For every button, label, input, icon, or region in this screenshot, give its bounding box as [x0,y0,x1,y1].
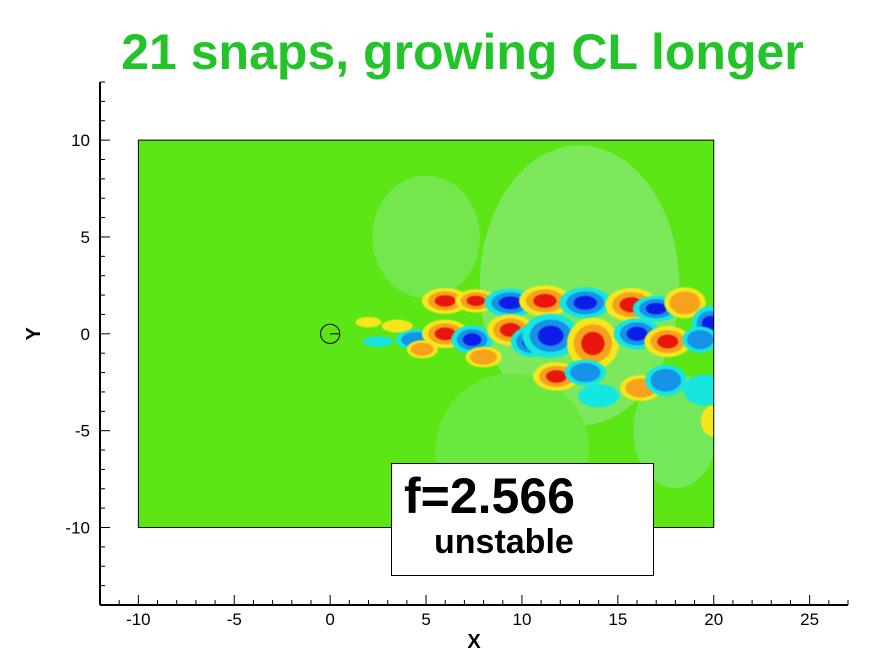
x-tick-label-5: 5 [421,610,430,629]
y-tick-label-5: 5 [81,228,90,247]
x-tick-label--10: -10 [126,610,151,629]
vortex-blob-30 [381,319,413,333]
vortex-blob-18 [682,326,714,353]
status-label: unstable [434,523,574,561]
x-tick-label--5: -5 [227,610,242,629]
y-tick-label--10: -10 [65,519,90,538]
y-tick-label-0: 0 [81,325,90,344]
vortex-blobs [355,285,714,437]
frequency-label: f=2.566 [404,468,575,524]
y-tick-label-10: 10 [71,131,90,150]
y-tick-label--5: -5 [75,422,90,441]
annotation-box: f=2.566 unstable [391,463,654,576]
axes: -10 -5 0 5 10 15 20 25 -10 -5 0 5 10 X Y [23,81,849,653]
vortex-blob-0 [421,287,469,314]
vortex-blob-7 [664,287,706,319]
vortex-blob-3 [519,285,571,317]
vortex-blob-1 [455,289,497,313]
vortex-blob-22 [564,359,606,386]
x-tick-label-25: 25 [800,610,819,629]
vortex-blob-23 [577,384,620,408]
vortex-blob-25 [645,364,687,396]
vortex-blob-15 [567,317,619,370]
pale-zone-1 [372,175,480,299]
vortex-blob-14 [522,313,580,358]
x-tick-label-10: 10 [512,610,531,629]
x-tick-label-0: 0 [325,610,334,629]
vortex-blob-17 [644,326,692,358]
vortex-blob-26 [683,374,714,406]
vortex-blob-28 [355,317,382,328]
vortex-blob-4 [559,287,612,319]
vortex-blob-19 [406,340,438,359]
vortex-blob-20 [465,346,502,368]
vortex-blob-11 [451,325,493,354]
x-axis-title: X [467,631,481,653]
vortex-blob-29 [362,336,394,347]
vortex-blob-27 [700,405,714,437]
x-tick-label-20: 20 [704,610,723,629]
chart-title: 21 snaps, growing CL longer [121,24,804,80]
y-axis-title: Y [23,326,45,340]
x-tick-label-15: 15 [608,610,627,629]
